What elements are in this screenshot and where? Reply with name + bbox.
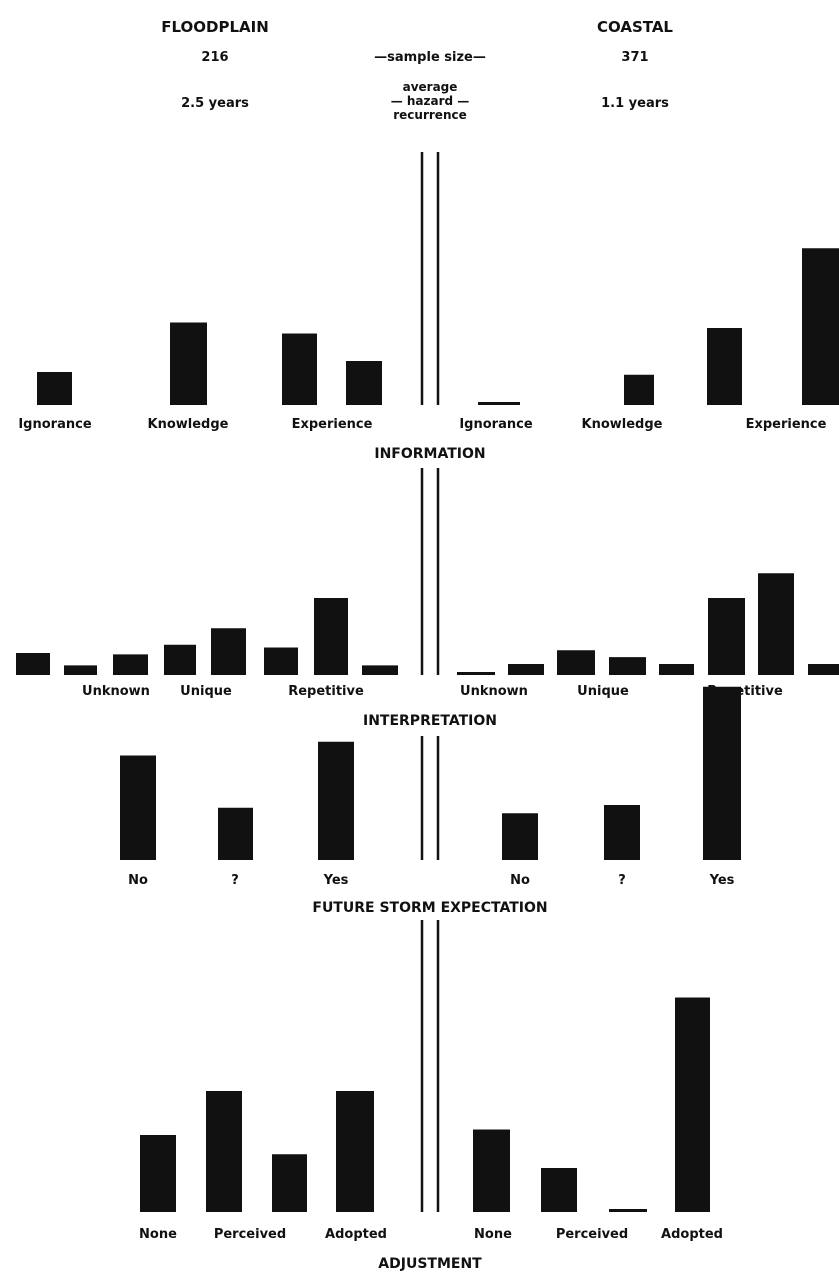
information-coastal-bar-2 [624, 374, 654, 405]
information-coastal-bar-1 [478, 402, 520, 405]
future-storm-expectation-coastal-label-no: No [510, 873, 530, 888]
interpretation-floodplain-bar-7 [314, 598, 348, 675]
interpretation-floodplain-label-unknown: Unknown [82, 684, 150, 699]
future-storm-expectation-coastal-bar-1 [502, 813, 538, 860]
interpretation-floodplain-bar-1 [16, 653, 50, 675]
interpretation-floodplain-label-unique: Unique [180, 684, 232, 699]
adjustment-coastal-bar-4 [675, 997, 710, 1212]
information-coastal-bar-4 [802, 248, 839, 405]
adjustment-floodplain-bar-2 [206, 1091, 242, 1212]
adjustment-coastal-label-adopted: Adopted [661, 1227, 723, 1242]
interpretation-coastal-bar-7 [758, 573, 794, 675]
interpretation-coastal-bar-4 [609, 657, 646, 675]
interpretation-coastal-label-unknown: Unknown [460, 684, 528, 699]
information-coastal-label-ignorance: Ignorance [459, 417, 532, 432]
future-storm-expectation-title: FUTURE STORM EXPECTATION [312, 900, 547, 916]
floodplain-recurrence: 2.5 years [181, 96, 249, 111]
future-storm-expectation-floodplain-label--: ? [231, 873, 239, 888]
future-storm-expectation-coastal-label-yes: Yes [709, 873, 735, 888]
adjustment-floodplain-label-adopted: Adopted [325, 1227, 387, 1242]
future-storm-expectation-floodplain-label-yes: Yes [323, 873, 349, 888]
future-storm-expectation-floodplain-bar-3 [318, 741, 354, 860]
information-floodplain-label-experience: Experience [292, 417, 373, 432]
coastal-sample-size: 371 [621, 50, 649, 65]
information-floodplain-label-ignorance: Ignorance [18, 417, 91, 432]
interpretation-floodplain-bar-4 [164, 644, 196, 675]
information-coastal-label-knowledge: Knowledge [582, 417, 663, 432]
adjustment-title: ADJUSTMENT [378, 1256, 482, 1272]
future-storm-expectation-floodplain-bar-2 [218, 807, 253, 860]
interpretation-floodplain-bar-8 [362, 665, 398, 675]
adjustment-coastal-bar-3 [609, 1209, 647, 1212]
future-storm-expectation-floodplain-bar-1 [120, 755, 156, 860]
information-floodplain-bar-3 [282, 333, 317, 405]
hazard-recurrence-line-2: — hazard — [390, 94, 470, 108]
interpretation-coastal-bar-2 [508, 664, 544, 675]
interpretation-coastal-bar-5 [659, 664, 694, 675]
adjustment-floodplain-bar-4 [336, 1091, 374, 1212]
hazard-recurrence-label: average — hazard — recurrence [360, 80, 500, 122]
adjustment-floodplain-bar-1 [140, 1135, 176, 1212]
future-storm-expectation-floodplain-label-no: No [128, 873, 148, 888]
floodplain-title: FLOODPLAIN [161, 18, 269, 36]
information-title: INFORMATION [374, 446, 485, 462]
hazard-recurrence-line-3: recurrence [393, 108, 467, 122]
sample-size-label: —sample size— [374, 50, 486, 65]
future-storm-expectation-coastal-label--: ? [618, 873, 626, 888]
interpretation-floodplain-bar-6 [264, 647, 298, 675]
information-coastal-bar-3 [707, 328, 742, 405]
adjustment-floodplain-bar-3 [272, 1154, 307, 1212]
adjustment-coastal-label-none: None [474, 1227, 512, 1242]
floodplain-sample-size: 216 [201, 50, 229, 65]
future-storm-expectation-coastal-bar-2 [604, 805, 640, 860]
interpretation-coastal-bar-6 [708, 598, 745, 675]
interpretation-floodplain-bar-2 [64, 665, 97, 675]
interpretation-floodplain-label-repetitive: Repetitive [288, 684, 364, 699]
coastal-title: COASTAL [596, 18, 673, 36]
interpretation-coastal-bar-1 [457, 672, 495, 675]
coastal-recurrence: 1.1 years [601, 96, 669, 111]
adjustment-coastal-label-perceived: Perceived [556, 1227, 628, 1242]
interpretation-title: INTERPRETATION [363, 713, 497, 729]
information-floodplain-bar-1 [37, 372, 72, 405]
adjustment-coastal-bar-2 [541, 1168, 577, 1212]
adjustment-coastal-bar-1 [473, 1129, 510, 1212]
interpretation-floodplain-bar-5 [211, 628, 246, 675]
interpretation-coastal-bar-3 [557, 650, 595, 675]
future-storm-expectation-coastal-bar-3 [703, 686, 741, 860]
information-coastal-label-experience: Experience [746, 417, 827, 432]
information-floodplain-label-knowledge: Knowledge [148, 417, 229, 432]
interpretation-coastal-label-unique: Unique [577, 684, 629, 699]
information-floodplain-bar-4 [346, 361, 382, 405]
interpretation-floodplain-bar-3 [113, 654, 148, 675]
adjustment-floodplain-label-perceived: Perceived [214, 1227, 286, 1242]
interpretation-coastal-bar-8 [808, 664, 839, 675]
hazard-recurrence-line-1: average [402, 80, 458, 94]
information-floodplain-bar-2 [170, 322, 207, 405]
adjustment-floodplain-label-none: None [139, 1227, 177, 1242]
